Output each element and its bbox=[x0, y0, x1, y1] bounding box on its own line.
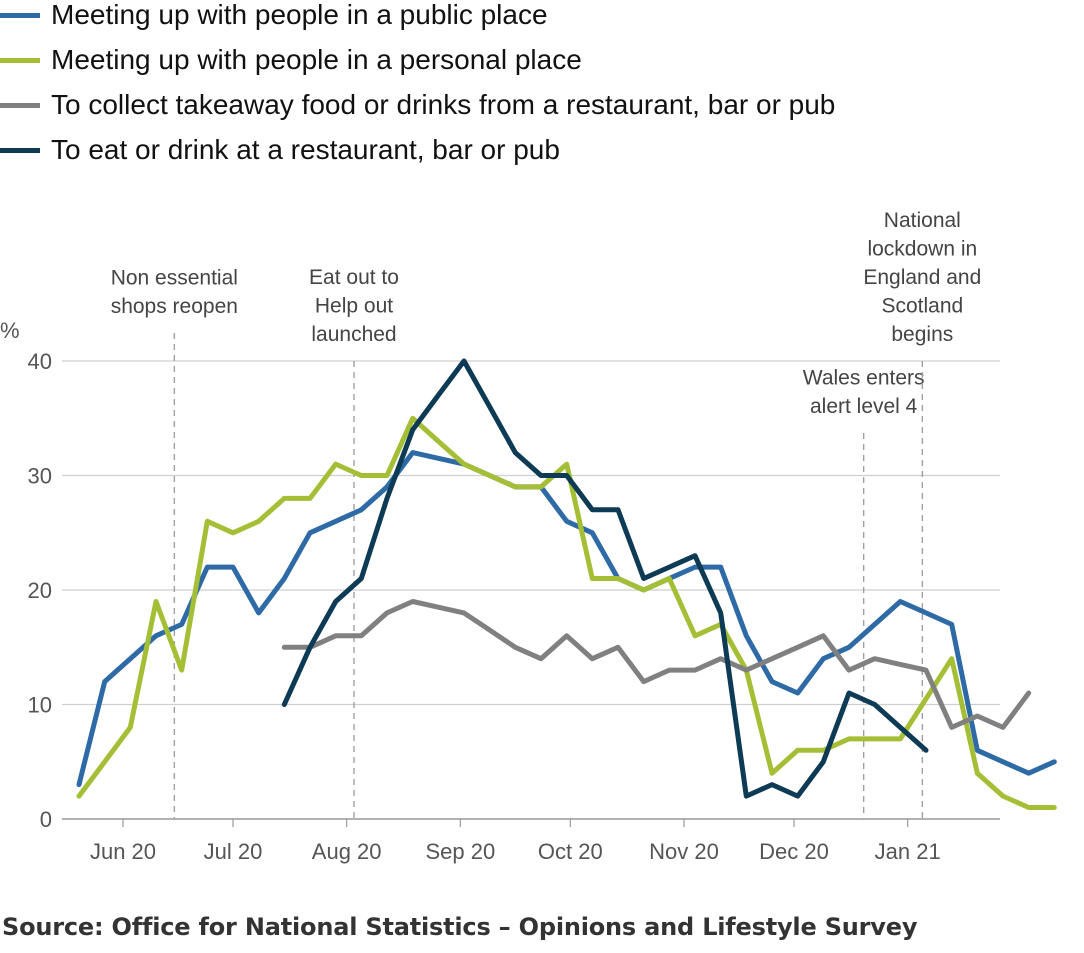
series-line bbox=[76, 415, 1057, 810]
x-tick-label: Nov 20 bbox=[649, 839, 719, 864]
annotation-label: Non essential shops reopen bbox=[111, 267, 238, 319]
annotation-line-text: Non essential bbox=[111, 267, 238, 290]
annotation-line-text: National bbox=[884, 209, 961, 232]
line-chart: Non essential shops reopen Eat out to Help … bbox=[0, 209, 1057, 864]
x-tick-label: Jul 20 bbox=[204, 839, 263, 864]
x-tick-label: Jun 20 bbox=[90, 839, 156, 864]
x-tick-label: Sep 20 bbox=[425, 839, 495, 864]
series-line bbox=[76, 450, 1057, 788]
annotation-line-text: Scotland bbox=[881, 295, 963, 318]
legend-swatch bbox=[0, 103, 40, 108]
y-tick-label: 0 bbox=[40, 807, 52, 832]
event-annotations: Non essential shops reopen Eat out to Help … bbox=[111, 209, 981, 819]
legend-label: To collect takeaway food or drinks from … bbox=[51, 89, 836, 120]
annotation-label: Wales enters alert level 4 bbox=[803, 367, 925, 419]
annotation-line-text: Eat out to bbox=[309, 266, 399, 289]
annotation-line-text: alert level 4 bbox=[810, 395, 918, 418]
annotation-line-text: Wales enters bbox=[803, 367, 925, 390]
source-note: Source: Office for National Statistics –… bbox=[2, 913, 918, 941]
annotation-line-text: shops reopen bbox=[111, 295, 238, 318]
annotation-label: Eat out to Help out launched bbox=[309, 266, 399, 346]
series-lines bbox=[76, 358, 1057, 810]
annotation-line-text: Help out bbox=[315, 295, 393, 318]
legend-label: Meeting up with people in a personal pla… bbox=[51, 44, 582, 75]
x-tick-label: Jan 21 bbox=[875, 839, 941, 864]
series-line bbox=[281, 599, 1032, 730]
x-tick-label: Dec 20 bbox=[759, 839, 829, 864]
y-tick-label: 10 bbox=[28, 693, 52, 718]
annotation-line-text: England and bbox=[863, 266, 981, 289]
legend-label: Meeting up with people in a public place bbox=[51, 0, 548, 30]
annotation-line-text: begins bbox=[891, 323, 953, 346]
annotation-line-text: lockdown in bbox=[867, 238, 977, 261]
legend-swatch bbox=[0, 148, 40, 153]
x-tick-label: Aug 20 bbox=[312, 839, 382, 864]
legend-swatch bbox=[0, 13, 40, 18]
y-tick-label: 40 bbox=[28, 349, 52, 374]
annotation-label: National lockdown in England and Scotland be… bbox=[863, 209, 981, 346]
y-tick-label: 30 bbox=[28, 464, 52, 489]
legend-swatch bbox=[0, 58, 40, 63]
y-tick-label: 20 bbox=[28, 578, 52, 603]
series-line bbox=[281, 358, 929, 799]
legend-label: To eat or drink at a restaurant, bar or … bbox=[51, 134, 560, 165]
annotation-line-text: launched bbox=[311, 323, 396, 346]
x-tick-label: Oct 20 bbox=[538, 839, 603, 864]
gridlines bbox=[62, 360, 1000, 820]
axes: 0 10 20 30 40% Jun 20 Jul 20 Aug 20 Sep 20 Oct 20… bbox=[0, 318, 941, 864]
y-axis-label: % bbox=[0, 318, 20, 343]
